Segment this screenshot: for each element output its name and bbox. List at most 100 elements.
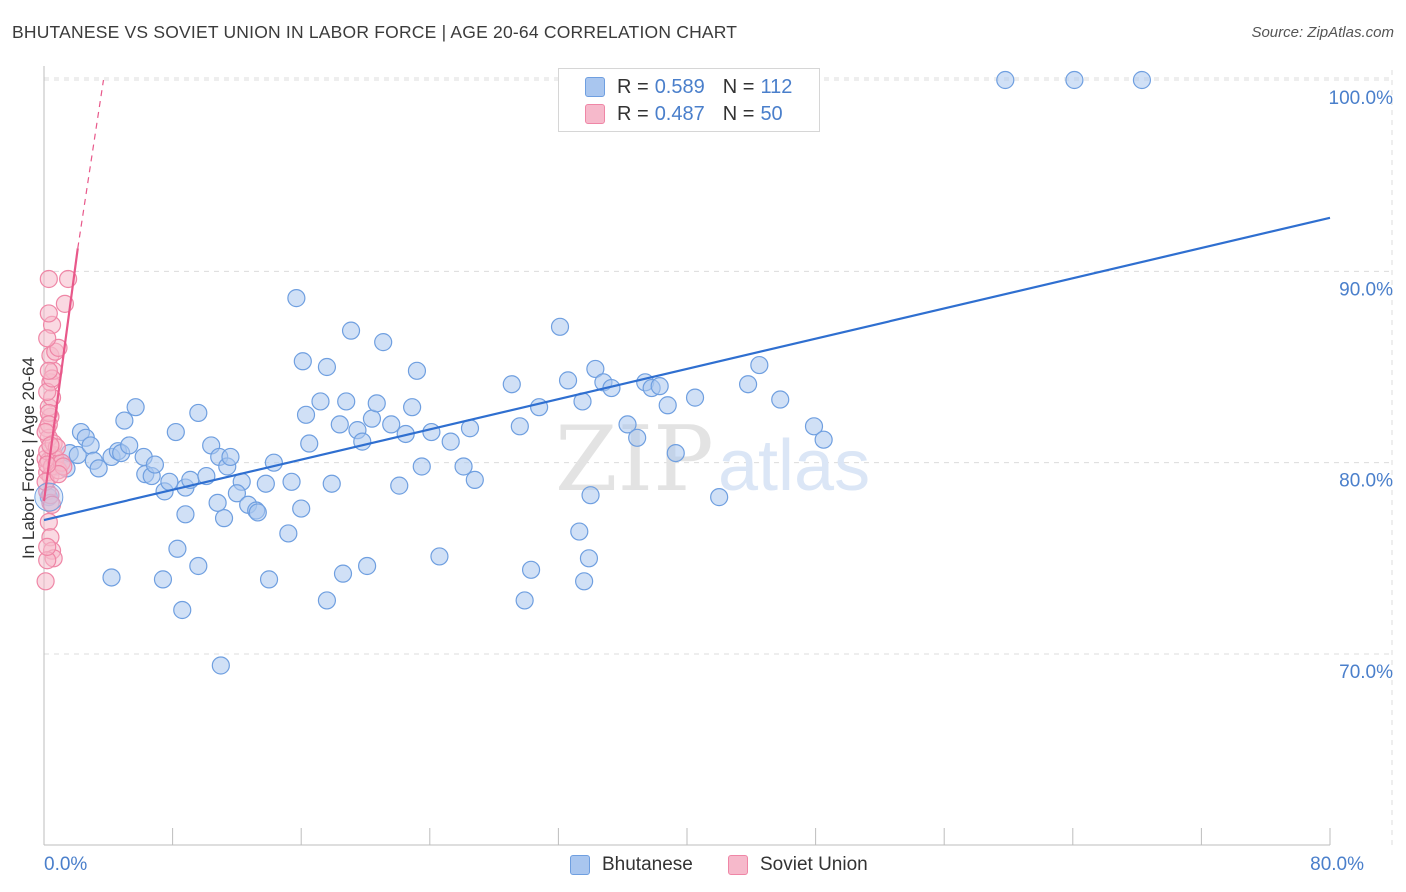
bhutanese-point xyxy=(126,398,145,417)
legend-n-value: 50 xyxy=(760,102,783,125)
soviet-union-trend-line xyxy=(42,248,79,502)
soviet-union-point xyxy=(36,572,55,591)
y-axis-label: In Labor Force | Age 20-64 xyxy=(19,357,38,559)
bhutanese-point xyxy=(1132,70,1152,90)
bhutanese-point xyxy=(333,564,353,583)
bhutanese-point xyxy=(300,434,319,453)
bhutanese-point xyxy=(685,388,705,407)
bhutanese-point xyxy=(221,447,240,467)
y-tick-label: 90.0% xyxy=(1339,279,1393,300)
y-tick-label: 100.0% xyxy=(1329,88,1394,109)
bhutanese-point xyxy=(153,570,173,589)
bhutanese-point xyxy=(293,352,312,371)
bhutanese-trend-line xyxy=(43,216,1331,522)
bhutanese-point xyxy=(586,359,605,379)
bhutanese-point xyxy=(214,509,234,528)
bhutanese-point xyxy=(570,522,589,541)
bhutanese-point xyxy=(628,428,647,447)
bhutanese-point xyxy=(115,411,134,430)
bhutanese-point xyxy=(521,560,541,579)
bottom-legend-label-bhutanese: Bhutanese xyxy=(602,854,693,875)
bhutanese-point xyxy=(502,375,521,394)
bhutanese-point xyxy=(330,415,349,434)
bhutanese-point xyxy=(550,317,570,336)
bhutanese-point xyxy=(771,390,790,409)
bhutanese-point xyxy=(322,474,341,493)
bhutanese-point xyxy=(996,70,1015,90)
bhutanese-point xyxy=(579,549,599,568)
bhutanese-point-large xyxy=(34,482,64,512)
bhutanese-point xyxy=(296,405,316,424)
bhutanese-point xyxy=(189,556,208,576)
legend-n-label: N = xyxy=(722,102,755,125)
bhutanese-point xyxy=(750,355,769,375)
bhutanese-point xyxy=(211,656,230,675)
bhutanese-point xyxy=(341,321,361,340)
bottom-legend-bhutanese: Bhutanese xyxy=(570,852,693,878)
bhutanese-point xyxy=(515,591,534,610)
bhutanese-point xyxy=(390,476,409,495)
bhutanese-point xyxy=(510,417,529,436)
bhutanese-point xyxy=(279,524,298,543)
bhutanese-point xyxy=(618,415,637,434)
legend-n-value: 112 xyxy=(760,75,793,98)
bhutanese-point xyxy=(176,505,195,524)
bottom-legend-label-soviet-union: Soviet Union xyxy=(760,854,868,875)
bhutanese-point xyxy=(81,436,100,455)
points-layer xyxy=(34,70,1152,675)
bhutanese-point xyxy=(189,403,208,423)
legend-swatch-soviet-union xyxy=(585,104,605,124)
bhutanese-point xyxy=(102,568,121,587)
bottom-legend-swatch-soviet-union xyxy=(728,855,748,875)
bhutanese-point xyxy=(650,377,669,396)
bhutanese-point xyxy=(166,422,185,442)
bhutanese-point xyxy=(403,398,422,417)
bhutanese-point xyxy=(89,459,108,478)
bhutanese-point xyxy=(168,539,187,558)
chart-title: BHUTANESE VS SOVIET UNION IN LABOR FORCE… xyxy=(12,22,738,42)
bhutanese-point xyxy=(738,375,758,394)
bhutanese-point xyxy=(160,472,179,491)
y-tick-label: 70.0% xyxy=(1339,662,1393,683)
source-label: Source: ZipAtlas.com xyxy=(1251,24,1394,41)
bhutanese-point xyxy=(227,484,246,503)
bhutanese-point xyxy=(374,333,393,352)
legend-n-label: N = xyxy=(722,75,755,98)
bhutanese-point xyxy=(422,422,441,442)
legend-row-bhutanese: R = 0.589 N = 112 xyxy=(585,74,792,100)
watermark-atlas: atlas xyxy=(718,426,870,506)
soviet-union-point xyxy=(39,304,58,323)
bhutanese-point xyxy=(173,600,192,620)
bhutanese-point xyxy=(248,503,267,522)
bhutanese-point xyxy=(558,371,578,390)
bhutanese-point xyxy=(382,415,401,434)
legend-r-value: 0.589 xyxy=(654,75,705,98)
soviet-union-point xyxy=(39,361,58,380)
legend-r-label: R = xyxy=(617,75,649,98)
soviet-union-point xyxy=(38,537,57,556)
bhutanese-point xyxy=(145,455,165,474)
bhutanese-point xyxy=(311,392,330,411)
bhutanese-point xyxy=(337,392,356,411)
soviet-union-trend-extension xyxy=(77,79,105,249)
bhutanese-point xyxy=(317,357,337,377)
bhutanese-point xyxy=(407,361,427,380)
bhutanese-point xyxy=(430,547,449,566)
legend-row-soviet-union: R = 0.487 N = 50 xyxy=(585,101,783,127)
bhutanese-point xyxy=(412,457,431,476)
x-tick-label: 80.0% xyxy=(1310,854,1364,875)
bhutanese-point xyxy=(358,556,377,576)
bhutanese-point xyxy=(208,493,227,512)
bottom-legend-soviet-union: Soviet Union xyxy=(728,852,868,878)
bhutanese-point xyxy=(441,432,460,451)
trend-layer xyxy=(42,79,1331,522)
x-tick-label: 0.0% xyxy=(44,854,87,875)
bhutanese-point xyxy=(367,394,386,413)
bhutanese-point xyxy=(287,289,306,308)
bhutanese-point xyxy=(292,499,311,518)
legend-swatch-bhutanese xyxy=(585,77,605,97)
bhutanese-point xyxy=(575,572,594,591)
bhutanese-point xyxy=(264,453,283,472)
bhutanese-point xyxy=(804,417,824,436)
